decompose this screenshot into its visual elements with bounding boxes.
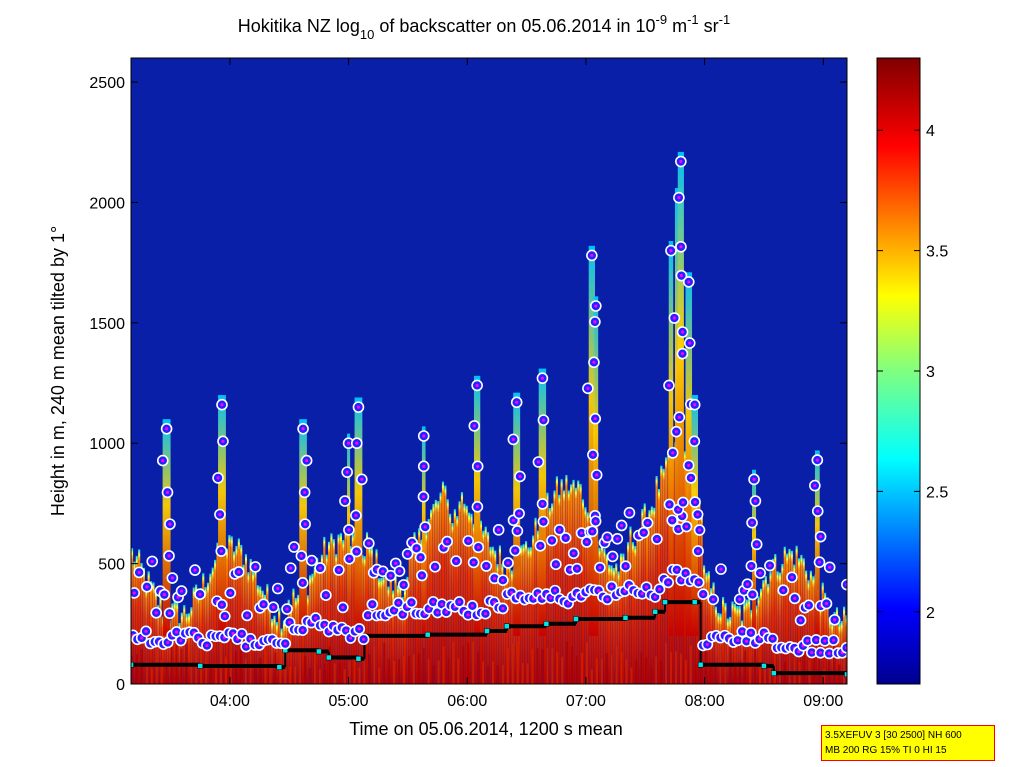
colorbar-tick-label: 2.5 xyxy=(926,484,948,501)
x-tick-label: 07:00 xyxy=(566,693,606,710)
boundary-layer-line xyxy=(131,599,847,678)
y-tick-label: 1000 xyxy=(89,436,125,453)
info-line-2: MB 200 RG 15% TI 0 HI 15 xyxy=(825,745,947,756)
x-axis-ticks: 04:00 05:00 06:00 07:00 08:00 09:00 xyxy=(210,58,843,710)
y-tick-label: 2500 xyxy=(89,75,125,92)
colorbar xyxy=(876,57,921,685)
info-line-1: 3.5XEFUV 3 [30 2500] NH 600 xyxy=(825,730,962,741)
colorbar-tick-label: 4 xyxy=(926,123,935,140)
x-axis-label: Time on 05.06.2014, 1200 s mean xyxy=(349,719,623,739)
colorbar-tick-label: 3 xyxy=(926,364,935,381)
colorbar-ticks: 2 2.5 3 3.5 4 xyxy=(877,123,948,622)
y-axis-label: Height in m, 240 m mean tilted by 1° xyxy=(48,226,68,516)
y-tick-label: 0 xyxy=(116,677,125,694)
detection-markers xyxy=(131,155,847,660)
plot-area xyxy=(131,58,847,684)
chart-title: Hokitika NZ log10 of backscatter on 05.0… xyxy=(238,12,730,42)
x-tick-label: 08:00 xyxy=(685,693,725,710)
x-tick-label: 04:00 xyxy=(210,693,250,710)
y-tick-label: 2000 xyxy=(89,195,125,212)
x-tick-label: 06:00 xyxy=(447,693,487,710)
plot-frame xyxy=(130,57,848,685)
y-tick-label: 500 xyxy=(98,557,125,574)
colorbar-tick-label: 3.5 xyxy=(926,244,948,261)
info-box: 3.5XEFUV 3 [30 2500] NH 600 MB 200 RG 15… xyxy=(821,725,995,761)
y-axis-ticks: 0 500 1000 1500 2000 2500 xyxy=(89,75,847,694)
x-tick-label: 05:00 xyxy=(329,693,369,710)
colorbar-tick-label: 2 xyxy=(926,605,935,622)
x-tick-label: 09:00 xyxy=(803,693,843,710)
y-tick-label: 1500 xyxy=(89,316,125,333)
